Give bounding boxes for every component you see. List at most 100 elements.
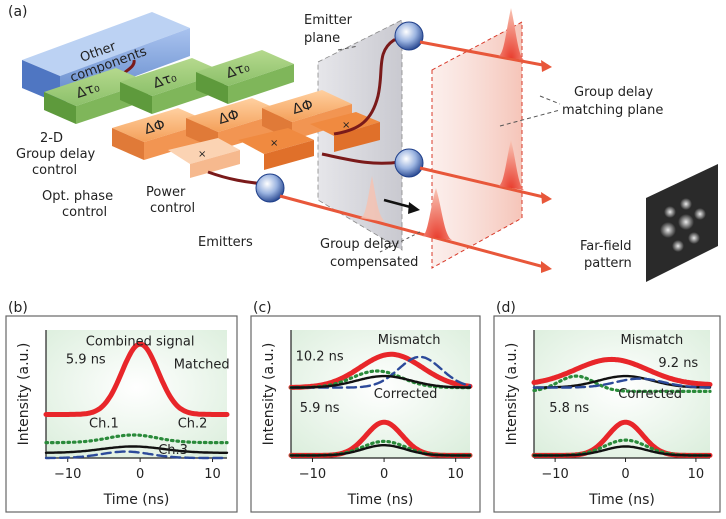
series-line xyxy=(532,377,712,389)
annotation-ch3: Ch.3 xyxy=(158,443,188,458)
x-tick-label: 10 xyxy=(447,467,464,482)
power-cross-1: × xyxy=(198,149,206,160)
phi-block-1: ΔΦ xyxy=(112,108,210,160)
plots-area: (b) −10 0 10 Time (ns) Intensity (a.u.) Combin… xyxy=(5,300,721,513)
plot-background xyxy=(534,330,710,458)
label-gdc-1: 2-D xyxy=(40,131,63,146)
annotation-mismatch-width: 10.2 ns xyxy=(296,350,344,365)
beam-bottom xyxy=(279,176,552,273)
waveguide-emitter-bottom xyxy=(207,170,265,186)
leader-matching xyxy=(499,109,561,127)
annotation-corrected: Corrected xyxy=(618,387,682,402)
other-components-bar: Other components xyxy=(22,12,190,104)
annotation-mismatch: Mismatch xyxy=(621,333,684,348)
label-gdc-3: control xyxy=(32,163,77,178)
label-emitter-plane-2: plane xyxy=(304,31,340,46)
plot-panel-c: (c) −10 0 10 Time (ns) Intensity (a.u.) Mismat… xyxy=(250,300,481,513)
tau-label-1: Δτ₀ xyxy=(74,79,102,102)
waveguide-emitter-top xyxy=(333,38,402,136)
x-tick-label: 10 xyxy=(204,467,221,482)
label-far-field-2: pattern xyxy=(584,256,632,271)
waveguide-emitter-mid xyxy=(321,152,401,165)
annotation-corrected-width: 5.8 ns xyxy=(549,401,589,416)
label-gdc-2: Group delay xyxy=(16,147,96,162)
pulse-top xyxy=(498,8,524,60)
label-compensated-2: compensated xyxy=(330,255,418,270)
phi-label-3: ΔΦ xyxy=(291,97,315,118)
x-tick-label: −10 xyxy=(541,467,568,482)
annotation-mismatch: Mismatch xyxy=(378,333,441,348)
annotation-mismatch-width: 9.2 ns xyxy=(658,356,698,371)
series-line xyxy=(289,444,472,457)
x-tick-label: 0 xyxy=(380,467,388,482)
matching-plane xyxy=(431,21,523,269)
panel-a-label: (a) xyxy=(8,4,28,20)
x-tick-label: −10 xyxy=(54,467,81,482)
label-emitter-plane-1: Emitter xyxy=(304,13,353,28)
series-line xyxy=(288,351,473,390)
x-axis-label: Time (ns) xyxy=(588,492,655,508)
label-matching-2: matching plane xyxy=(562,103,663,118)
label-phase-1: Opt. phase xyxy=(42,189,113,204)
label-matching-1: Group delay xyxy=(574,85,654,100)
label-power-2: control xyxy=(150,201,195,216)
power-wedge-3: × xyxy=(310,112,380,152)
plot-panel-label: (c) xyxy=(253,300,272,316)
emitter-bottom xyxy=(255,173,285,203)
series-line xyxy=(532,445,712,457)
series-line xyxy=(44,445,229,454)
series-line xyxy=(531,356,713,387)
power-cross-3: × xyxy=(342,120,350,131)
series-line xyxy=(44,433,229,445)
pulse-bottom xyxy=(422,188,452,240)
plot-panel-label: (b) xyxy=(8,300,28,316)
y-axis-label: Intensity (a.u.) xyxy=(16,343,32,446)
label-compensated-1: Group delay xyxy=(320,237,400,252)
x-axis-label: Time (ns) xyxy=(103,492,170,508)
emitter-top xyxy=(394,21,424,51)
label-phase-2: control xyxy=(62,205,107,220)
phi-label-2: ΔΦ xyxy=(217,107,241,128)
x-tick-label: 0 xyxy=(621,467,629,482)
annotation-ch2: Ch.2 xyxy=(178,416,208,431)
annotation-corrected: Corrected xyxy=(374,387,438,402)
leader-emitter-plane xyxy=(337,45,359,51)
x-tick-label: 0 xyxy=(136,467,144,482)
annotation-matched: Matched xyxy=(174,357,230,372)
annotation-ch1: Ch.1 xyxy=(89,416,119,431)
tau-label-2: Δτ₀ xyxy=(151,69,179,92)
plot-panel-b: (b) −10 0 10 Time (ns) Intensity (a.u.) Combin… xyxy=(5,300,238,513)
y-axis-label: Intensity (a.u.) xyxy=(261,343,277,446)
series-line xyxy=(532,374,712,393)
label-emitters: Emitters xyxy=(198,235,253,250)
power-wedge-1: × xyxy=(168,138,240,178)
plot-background xyxy=(291,330,470,458)
plot-background xyxy=(46,330,227,458)
tau-label-3: Δτ₀ xyxy=(224,59,252,82)
series-line xyxy=(289,374,472,389)
x-axis-label: Time (ns) xyxy=(347,492,414,508)
label-power-1: Power xyxy=(146,185,186,200)
tau-block-2: Δτ₀ xyxy=(120,58,224,114)
tau-block-3: Δτ₀ xyxy=(196,50,294,104)
pulse-bottom-early xyxy=(360,176,386,222)
y-axis-label: Intensity (a.u.) xyxy=(504,343,520,446)
leader-compensated xyxy=(379,231,421,253)
phi-label-1: ΔΦ xyxy=(143,117,167,138)
plot-panel-d: (d) −10 0 10 Time (ns) Intensity (a.u.) Mismat… xyxy=(493,300,721,513)
series-line xyxy=(43,341,230,417)
beam-mid xyxy=(419,140,552,204)
pulse-mid xyxy=(498,140,524,190)
emitter-mid xyxy=(394,148,424,178)
leader-matching-top xyxy=(539,95,561,105)
annotation-width: 5.9 ns xyxy=(66,352,106,367)
annotation-corrected-width: 5.9 ns xyxy=(300,401,340,416)
far-field-pattern xyxy=(646,164,718,282)
series-line xyxy=(44,450,229,460)
x-tick-label: −10 xyxy=(299,467,326,482)
plot-panel-label: (d) xyxy=(496,300,516,316)
annotation-combined: Combined signal xyxy=(86,334,195,349)
power-wedge-2: × xyxy=(238,128,314,170)
beam-top xyxy=(419,8,552,72)
